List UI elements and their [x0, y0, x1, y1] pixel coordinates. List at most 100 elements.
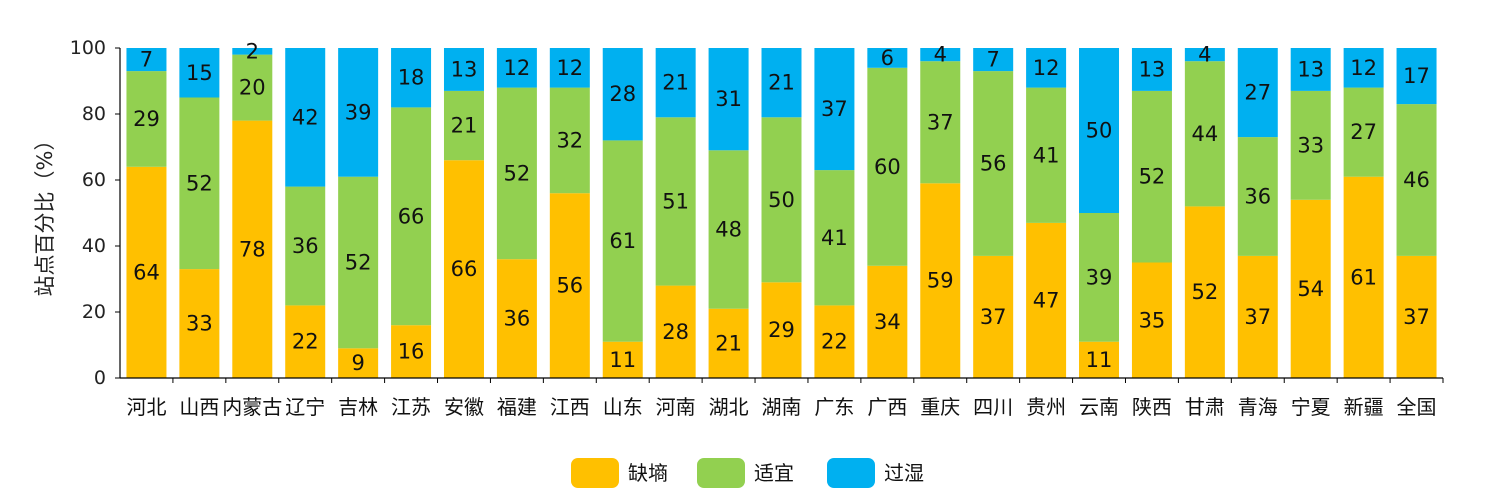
value-label-2-22: 36	[1244, 185, 1271, 209]
bar-segment-3-6	[391, 48, 432, 108]
y-tick-label: 60	[82, 169, 106, 191]
bar-segment-2-22	[1237, 137, 1278, 256]
value-label-2-3: 20	[239, 76, 266, 100]
bar-segment-3-5	[338, 48, 379, 177]
value-label-1-14: 22	[821, 330, 848, 354]
value-label-2-9: 32	[556, 128, 583, 152]
bar-segment-3-24	[1343, 48, 1384, 88]
value-label-3-14: 37	[821, 97, 848, 121]
value-label-2-14: 41	[821, 226, 848, 250]
legend-swatch-3	[827, 458, 875, 488]
x-tick-label: 福建	[497, 395, 537, 419]
value-label-3-21: 4	[1198, 43, 1211, 67]
x-tick-label: 全国	[1397, 395, 1437, 419]
bar-segment-2-6	[391, 107, 432, 326]
bar-segment-3-1	[126, 48, 167, 72]
value-label-3-7: 13	[451, 57, 478, 81]
x-tick-label: 湖南	[762, 395, 802, 419]
bar-segment-2-10	[602, 140, 643, 342]
value-label-1-2: 33	[186, 312, 213, 336]
value-label-1-13: 29	[768, 318, 795, 342]
x-tick-label: 山西	[179, 395, 219, 419]
bar-segment-3-22	[1237, 48, 1278, 138]
bar-segment-2-5	[338, 176, 379, 349]
y-tick-label: 0	[94, 367, 106, 389]
x-tick-label: 青海	[1238, 395, 1278, 419]
bar-segment-3-23	[1290, 48, 1331, 91]
value-label-3-15: 6	[881, 46, 894, 70]
bar-segment-1-22	[1237, 255, 1278, 378]
value-label-1-25: 37	[1403, 305, 1430, 329]
bar-segment-3-17	[973, 48, 1014, 72]
bar-segment-3-8	[496, 48, 537, 88]
value-label-3-8: 12	[504, 56, 531, 80]
value-label-3-11: 21	[662, 71, 689, 95]
bar-segment-1-8	[496, 259, 537, 378]
value-label-3-9: 12	[556, 56, 583, 80]
bar-segment-1-5	[338, 348, 379, 378]
value-label-3-13: 21	[768, 71, 795, 95]
x-tick-label: 贵州	[1026, 395, 1066, 419]
legend-label-1: 缺墒	[628, 461, 668, 485]
bar-segment-3-4	[285, 48, 326, 187]
value-label-2-16: 37	[927, 110, 954, 134]
value-label-3-5: 39	[345, 100, 372, 124]
value-label-3-20: 13	[1139, 57, 1166, 81]
x-tick-label: 云南	[1079, 395, 1119, 419]
x-tick-label: 广西	[867, 395, 907, 419]
value-label-3-6: 18	[398, 66, 425, 90]
y-tick-label: 40	[82, 235, 106, 257]
bar-segment-3-11	[655, 48, 696, 118]
value-label-2-19: 39	[1086, 265, 1113, 289]
bar-segment-1-12	[708, 308, 749, 378]
bar-segment-3-25	[1396, 48, 1437, 105]
bar-segment-1-24	[1343, 176, 1384, 378]
bar-segment-1-1	[126, 166, 167, 378]
bar-segment-2-21	[1184, 61, 1225, 207]
x-tick-label: 广东	[814, 395, 854, 419]
y-tick-label: 20	[82, 301, 106, 323]
bar-segment-3-18	[1026, 48, 1067, 88]
value-label-3-10: 28	[609, 82, 636, 106]
bar-segment-1-25	[1396, 255, 1437, 378]
value-label-2-18: 41	[1033, 143, 1060, 167]
x-tick-label: 重庆	[920, 395, 960, 419]
value-label-1-11: 28	[662, 320, 689, 344]
value-label-3-18: 12	[1033, 56, 1060, 80]
value-label-2-5: 52	[345, 251, 372, 275]
y-tick-label: 100	[70, 37, 106, 59]
bars-layer	[126, 48, 1437, 378]
bar-segment-2-23	[1290, 90, 1331, 200]
bar-segment-1-20	[1131, 262, 1172, 378]
bar-segment-1-13	[761, 282, 802, 378]
value-label-2-24: 27	[1350, 120, 1377, 144]
value-label-2-12: 48	[715, 218, 742, 242]
bar-segment-2-4	[285, 186, 326, 306]
bar-segment-2-17	[973, 71, 1014, 256]
value-label-3-23: 13	[1297, 57, 1324, 81]
bar-segment-2-25	[1396, 104, 1437, 256]
value-label-2-15: 60	[874, 155, 901, 179]
bar-segment-1-4	[285, 305, 326, 378]
bar-segment-3-14	[814, 48, 855, 171]
x-tick-label: 宁夏	[1291, 395, 1331, 419]
value-label-2-4: 36	[292, 234, 319, 258]
value-label-1-18: 47	[1033, 288, 1060, 312]
bar-segment-1-7	[443, 160, 484, 378]
bar-segment-2-12	[708, 150, 749, 309]
value-label-3-25: 17	[1403, 64, 1430, 88]
value-label-2-17: 56	[980, 152, 1007, 176]
bar-segment-1-2	[179, 269, 220, 378]
value-label-1-19: 11	[1086, 348, 1113, 372]
bar-segment-2-3	[232, 54, 273, 121]
bar-segment-1-19	[1079, 341, 1120, 378]
x-tick-label: 辽宁	[285, 395, 325, 419]
value-label-1-5: 9	[351, 351, 364, 375]
value-label-3-17: 7	[986, 48, 999, 72]
axes-layer: 河北 山西 内蒙古 辽宁 吉林 江苏 安徽 福建 江西 山东 河南 湖北 湖南 广东 广西 重庆 四川 贵州 云南陕…	[33, 37, 1444, 419]
value-label-2-20: 52	[1139, 165, 1166, 189]
legend-label-2: 适宜	[754, 461, 794, 485]
bar-segment-3-12	[708, 48, 749, 151]
y-tick-label: 80	[82, 103, 106, 125]
bar-segment-3-2	[179, 48, 220, 98]
